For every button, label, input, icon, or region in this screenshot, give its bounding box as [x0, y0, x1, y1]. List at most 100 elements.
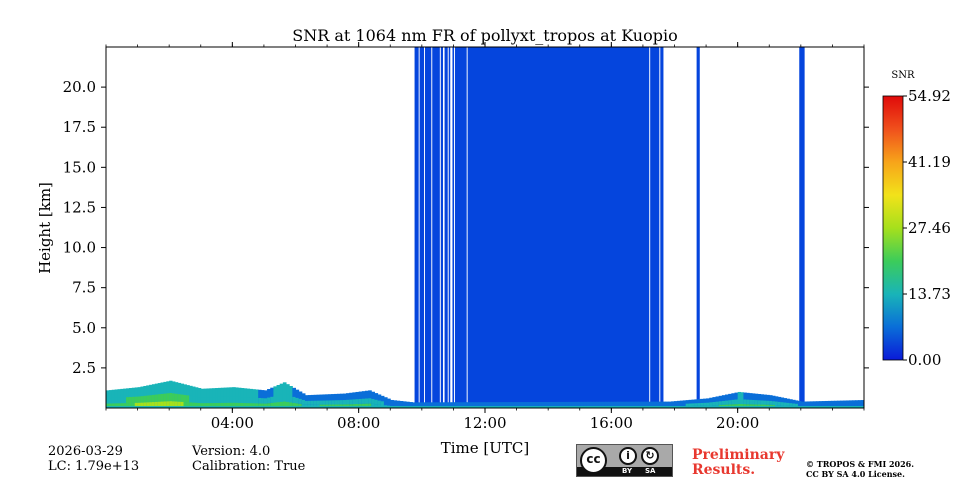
- colorbar: [882, 95, 904, 361]
- bl-band-mid: [406, 404, 410, 407]
- bl-band-mid: [607, 404, 612, 407]
- bl-band-mid: [149, 395, 153, 403]
- bl-band-mid: [789, 403, 793, 406]
- low-snr-column: [660, 47, 664, 408]
- bl-band-mid: [143, 395, 147, 403]
- y-tick-label: 20.0: [63, 78, 96, 96]
- bl-band-mid: [238, 396, 242, 403]
- bl-band-mid: [806, 404, 811, 407]
- plot-area: [106, 47, 864, 408]
- bl-band-mid: [839, 403, 844, 407]
- bl-band-mid: [797, 404, 802, 407]
- bl-band-mid: [355, 399, 360, 404]
- bl-band-mid: [240, 397, 245, 404]
- bl-band-lower: [734, 404, 739, 408]
- bl-band-mid: [342, 400, 347, 405]
- x-axis-label: Time [UTC]: [441, 439, 530, 457]
- bl-band-mid: [493, 404, 498, 407]
- bl-band-mid: [137, 396, 141, 403]
- bl-band-lower: [267, 403, 271, 408]
- bl-band-mid: [349, 399, 353, 405]
- bl-band-mid: [623, 404, 627, 407]
- bl-band-mid: [821, 404, 826, 407]
- bl-band-mid: [246, 397, 251, 404]
- axes: 04:00 08:00 12:00 16:00 20:00 2.5 5.0 7.5 10.0 12…: [63, 42, 869, 432]
- bl-band-mid: [157, 394, 162, 402]
- bl-band-lower: [223, 402, 228, 408]
- bl-band-mid: [665, 404, 669, 407]
- bl-band-mid: [610, 404, 615, 407]
- low-snr-column: [650, 47, 660, 408]
- bl-band-mid: [490, 404, 495, 407]
- bl-band-lower: [160, 401, 164, 408]
- bl-band-mid: [263, 398, 268, 404]
- bl-band-lower: [146, 402, 150, 408]
- low-snr-column: [424, 47, 432, 408]
- bl-band-mid: [463, 404, 468, 407]
- y-tick-label: 5.0: [72, 319, 96, 337]
- preliminary-results-notice: Preliminary Results.: [692, 448, 784, 478]
- bl-band-mid: [374, 399, 379, 405]
- bl-band-mid: [361, 398, 366, 404]
- bl-band-mid: [529, 404, 534, 407]
- bl-band-mid: [763, 400, 767, 405]
- bl-band-mid: [339, 400, 344, 405]
- bl-band-mid: [310, 400, 315, 405]
- bl-band-mid: [550, 404, 555, 407]
- bl-band-mid: [475, 404, 480, 407]
- bl-band-mid: [854, 403, 859, 407]
- x-tick-label: 04:00: [211, 414, 254, 432]
- bl-band-mid: [592, 404, 597, 407]
- bl-band-mid: [694, 403, 698, 406]
- cc-license-badge: cc i ↻ BY SA: [576, 444, 673, 477]
- bl-band-mid: [346, 399, 350, 405]
- bl-band-mid: [331, 400, 335, 405]
- chart-title: SNR at 1064 nm FR of pollyxt_tropos at K…: [292, 26, 677, 45]
- bl-band-mid: [123, 397, 127, 404]
- bl-band-lower: [273, 402, 278, 408]
- bl-band-mid: [532, 404, 537, 407]
- low-snr-column: [419, 47, 425, 408]
- bl-band-mid: [399, 404, 404, 407]
- bl-band-lower: [261, 403, 265, 408]
- bl-band-mid: [128, 397, 133, 404]
- bl-band-mid: [371, 399, 375, 404]
- bl-band-mid: [215, 397, 219, 404]
- bl-band-lower: [232, 402, 236, 408]
- footer-lc: LC: 1.79e+13: [48, 459, 140, 474]
- bl-band-mid: [774, 401, 779, 406]
- bl-band-mid: [418, 404, 422, 407]
- bl-band-mid: [316, 400, 321, 405]
- bl-band-mid: [415, 404, 419, 407]
- bl-band-mid: [780, 402, 785, 406]
- bl-band-mid: [505, 404, 510, 407]
- bl-band-mid: [520, 404, 525, 407]
- bl-band-mid: [833, 404, 838, 407]
- bl-band-mid: [276, 395, 281, 403]
- bl-band-mid: [842, 403, 847, 407]
- low-snr-column: [696, 47, 700, 408]
- bl-band-lower: [163, 401, 167, 408]
- bl-band-mid: [131, 396, 136, 403]
- bl-band-mid: [650, 404, 654, 407]
- bl-band-mid: [731, 399, 736, 405]
- bl-band-mid: [499, 404, 504, 407]
- low-snr-column: [440, 47, 443, 408]
- bl-band-mid: [412, 404, 416, 407]
- x-tick-label: 20:00: [716, 414, 759, 432]
- bl-band-mid: [217, 396, 222, 403]
- y-tick-label: 10.0: [63, 239, 96, 257]
- bl-band-lower: [137, 402, 141, 408]
- by-icon: i: [619, 447, 637, 465]
- y-tick-label: 2.5: [72, 359, 96, 377]
- bl-band-mid: [402, 404, 407, 407]
- y-tick-label: 7.5: [72, 279, 96, 297]
- bl-band-mid: [114, 397, 118, 404]
- cc-icon: cc: [580, 447, 607, 474]
- bl-band-mid: [508, 404, 513, 407]
- bl-band-mid: [307, 400, 312, 405]
- bl-band-mid: [586, 404, 591, 407]
- bl-band-lower: [157, 401, 162, 408]
- bl-band-mid: [439, 404, 443, 407]
- bl-band-mid: [427, 404, 431, 407]
